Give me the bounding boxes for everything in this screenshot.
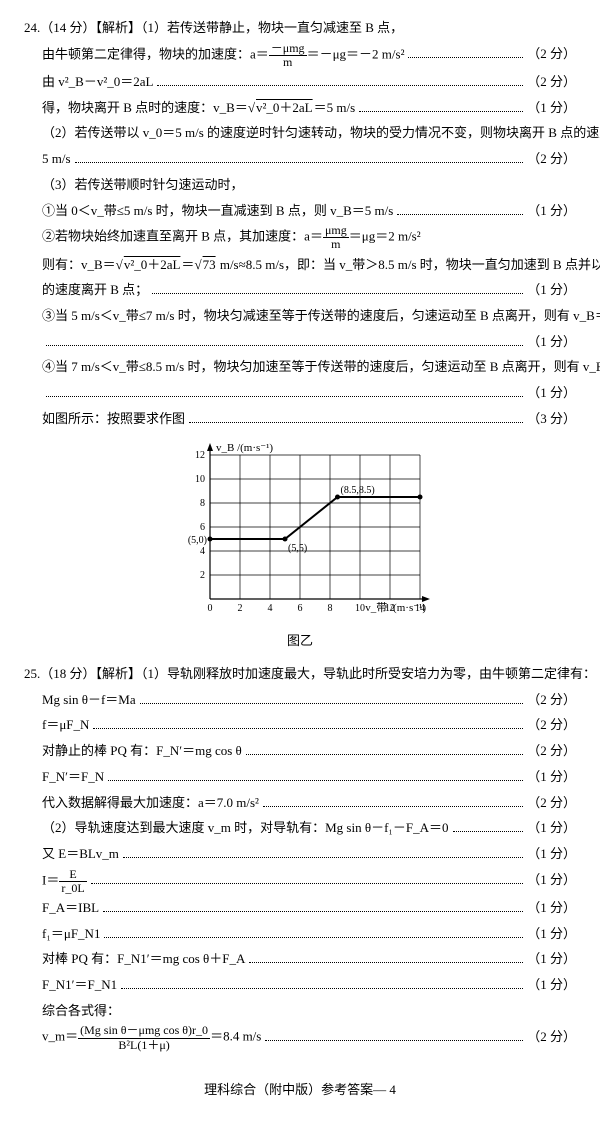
svg-text:(5,0): (5,0) [188, 535, 207, 546]
svg-text:10: 10 [195, 474, 205, 485]
q24-l5: （3）若传送带顺时针匀速运动时， [42, 173, 244, 198]
svg-text:v_带 /(m·s⁻¹): v_带 /(m·s⁻¹) [365, 601, 426, 614]
svg-text:6: 6 [298, 603, 303, 614]
q24-l6: ①当 0＜v_带≤5 m/s 时，物块一直减速到 B 点，则 v_B＝5 m/s [42, 199, 393, 224]
q24-l12: 如图所示：按照要求作图 [42, 407, 185, 432]
svg-text:12: 12 [195, 450, 205, 461]
svg-text:8: 8 [200, 498, 205, 509]
q24-l1: 由牛顿第二定律得，物块的加速度：a＝－μmgm＝－μg＝－2 m/s² [42, 42, 404, 69]
q24-l8: 则有：v_B＝√v²_0＋2aL＝√73 m/s≈8.5 m/s，即：当 v_带… [42, 253, 600, 278]
svg-text:4: 4 [200, 546, 205, 557]
q24-l2: 由 v²_B－v²_0＝2aL [42, 70, 153, 95]
q24-head: 24.（14 分）【解析】（1）若传送带静止，物块一直匀减速至 B 点， [24, 16, 403, 41]
svg-text:v_B /(m·s⁻¹): v_B /(m·s⁻¹) [216, 442, 273, 454]
vb-chart: 0246810121424681012v_B /(m·s⁻¹)v_带 /(m·s… [170, 437, 430, 627]
svg-text:4: 4 [268, 603, 273, 614]
svg-text:0: 0 [208, 603, 213, 614]
svg-text:(5,5): (5,5) [288, 543, 307, 554]
svg-text:6: 6 [200, 522, 205, 533]
svg-text:8: 8 [328, 603, 333, 614]
chart-caption: 图乙 [24, 629, 576, 654]
q24-l4b: 5 m/s [42, 147, 71, 172]
page-footer: 理科综合（附中版）参考答案— 4 [24, 1078, 576, 1103]
pts: （2 分） [527, 42, 576, 67]
svg-text:2: 2 [238, 603, 243, 614]
q24-l3: 得，物块离开 B 点时的速度：v_B＝√v²_0＋2aL＝5 m/s [42, 96, 355, 121]
svg-text:10: 10 [355, 603, 365, 614]
svg-text:2: 2 [200, 570, 205, 581]
q24-l11: ④当 7 m/s＜v_带≤8.5 m/s 时，物块匀加速至等于传送带的速度后，匀… [42, 355, 600, 380]
q24-l9: 的速度离开 B 点； [42, 278, 148, 303]
q24-l7: ②若物块始终加速直至离开 B 点，其加速度：a＝μmgm＝μg＝2 m/s² [42, 224, 421, 251]
q24-l4a: （2）若传送带以 v_0＝5 m/s 的速度逆时针匀速转动，物块的受力情况不变，… [42, 121, 600, 146]
svg-text:(8.5,8.5): (8.5,8.5) [341, 485, 375, 496]
q25-head: 25.（18 分）【解析】（1）导轨刚释放时加速度最大，导轨此时所受安培力为零，… [24, 662, 596, 687]
q24-l10: ③当 5 m/s＜v_带≤7 m/s 时，物块匀减速至等于传送带的速度后，匀速运… [42, 304, 600, 329]
